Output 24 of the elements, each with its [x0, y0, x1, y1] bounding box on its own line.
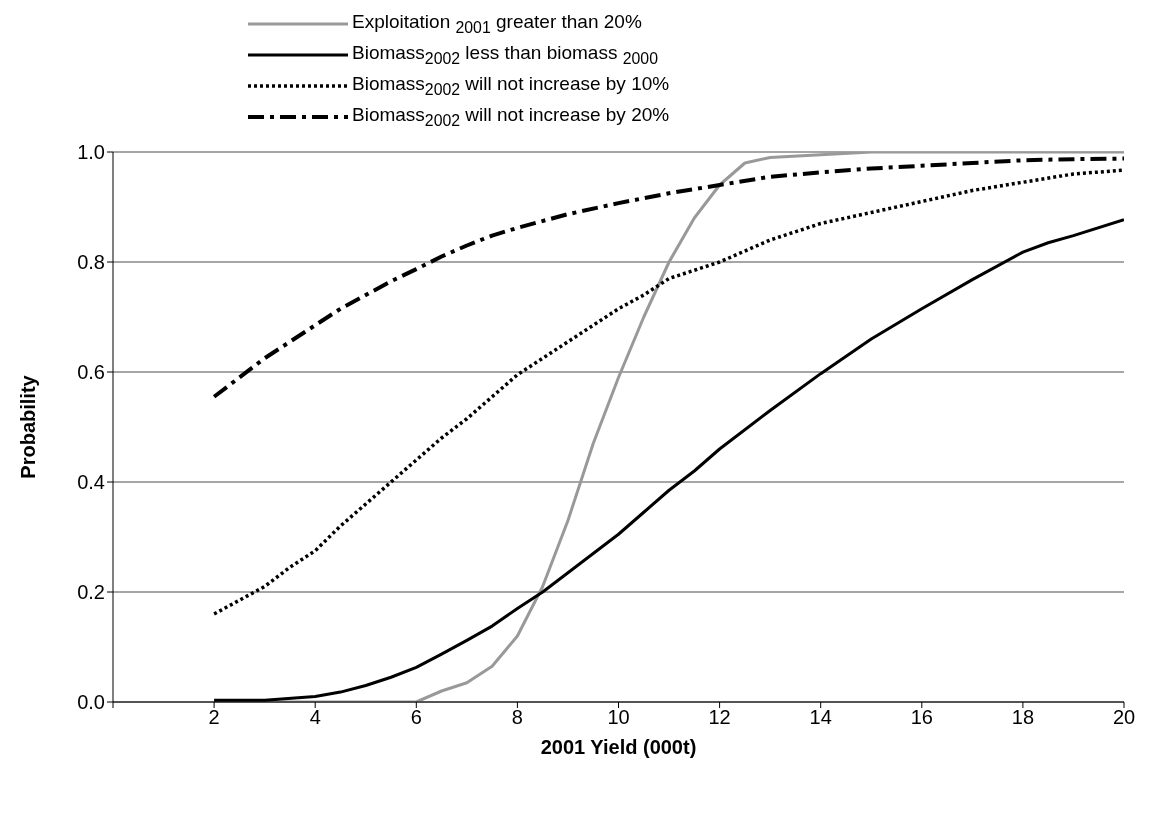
y-tick-label: 0.6 [77, 361, 105, 384]
x-tick-label: 16 [910, 706, 933, 729]
x-tick-label: 18 [1011, 706, 1035, 729]
line-series [212, 168, 1124, 616]
y-tick-label: 1.0 [77, 141, 105, 164]
y-tick-label: 0.0 [77, 691, 105, 714]
line-series [212, 156, 1124, 399]
legend-label: Biomass$_{2002}$ will not increase by 20% [352, 103, 670, 130]
x-tick-label: 2 [208, 706, 220, 729]
y-tick-label: 0.2 [77, 581, 105, 604]
x-tick-label: 14 [809, 706, 832, 729]
x-tick-label: 20 [1112, 706, 1136, 729]
x-tick-label: 12 [708, 706, 731, 729]
x-tick-label: 8 [511, 706, 523, 729]
legend-label: Exploitation $_{2001}$ greater than 20% [352, 10, 642, 37]
x-tick-label: 4 [309, 706, 321, 729]
x-tick-label: 10 [607, 706, 630, 729]
legend-label: Biomass$_{2002}$ less than biomass $_{2000}$ [352, 41, 658, 68]
y-axis-title: Probability [17, 374, 40, 479]
y-tick-label: 0.8 [77, 251, 105, 274]
legend-label: Biomass$_{2002}$ will not increase by 10% [352, 72, 670, 99]
y-tick-label: 0.4 [77, 471, 105, 494]
x-axis-title: 2001 Yield (000t) [540, 736, 697, 758]
x-tick-label: 6 [410, 706, 422, 729]
